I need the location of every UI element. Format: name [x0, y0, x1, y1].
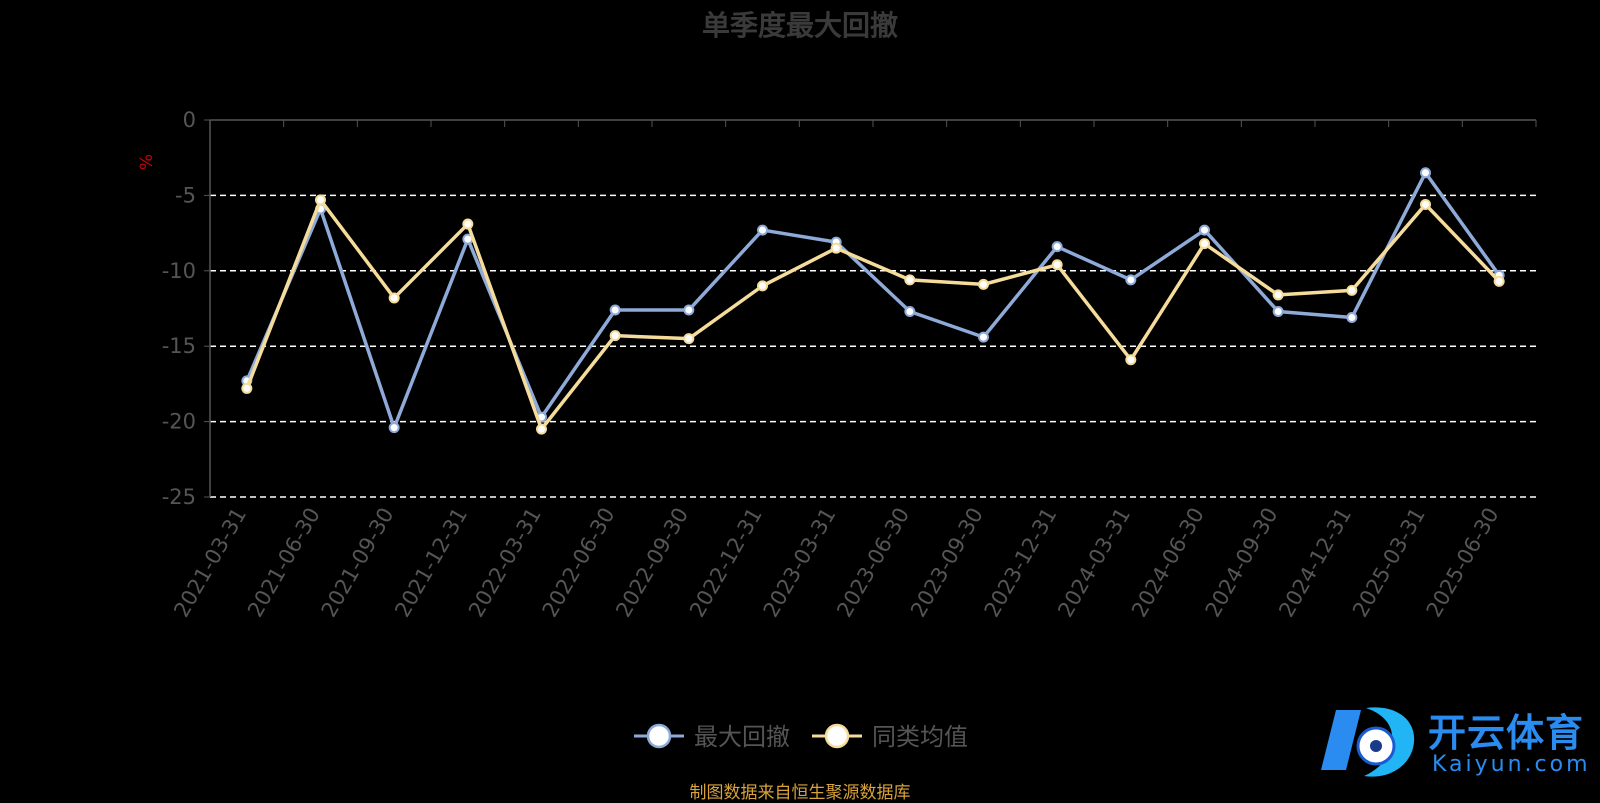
brand-url: Kaiyun.com [1432, 752, 1591, 777]
data-point [1199, 238, 1210, 250]
legend: 最大回撤 同类均值 [634, 723, 968, 751]
grid-layer [210, 194, 1536, 498]
legend-label-0: 最大回撤 [694, 723, 790, 751]
y-tick-label: -10 [162, 259, 196, 283]
legend-marker-1 [824, 723, 850, 749]
x-tick-label: 2023-03-31 [759, 504, 841, 622]
logo-mark-icon [1321, 707, 1415, 777]
data-point [1346, 312, 1358, 324]
data-point [1125, 274, 1137, 286]
x-tick-label: 2024-12-31 [1274, 504, 1356, 622]
x-tick-label: 2022-09-30 [611, 504, 693, 622]
data-point [1125, 354, 1137, 366]
y-axis-unit: % [137, 154, 157, 170]
x-tick-label: 2021-06-30 [243, 504, 325, 622]
data-point [757, 280, 768, 292]
data-point [1051, 241, 1063, 253]
x-tick-label: 2021-12-31 [390, 504, 472, 622]
data-point [462, 218, 474, 230]
series-line-1 [245, 198, 1501, 431]
data-point [241, 382, 253, 394]
data-point [609, 304, 621, 316]
y-tick-label: -5 [175, 183, 196, 207]
x-tick-label: 2022-12-31 [685, 504, 767, 622]
chart-title: 单季度最大回撤 [701, 9, 898, 42]
data-point [683, 333, 695, 345]
y-tick-label: -25 [162, 485, 196, 509]
x-tick-label: 2021-03-31 [169, 504, 251, 622]
data-point [1493, 275, 1505, 287]
x-tick-label: 2022-06-30 [538, 504, 620, 622]
legend-label-1: 同类均值 [872, 723, 968, 751]
data-point [904, 306, 916, 318]
data-point [904, 274, 916, 286]
data-point [1420, 198, 1431, 210]
x-tick-label: 2022-03-31 [464, 504, 546, 622]
series-line-0 [245, 171, 1501, 430]
legend-marker-0 [646, 723, 672, 749]
x-tick-label: 2025-06-30 [1422, 504, 1504, 622]
data-point [388, 292, 400, 304]
kaiyun-logo: 开云体育 Kaiyun.com [1316, 700, 1596, 784]
x-tick-label: 2024-06-30 [1127, 504, 1209, 622]
y-tick-label: -15 [162, 334, 196, 358]
data-source-note: 制图数据来自恒生聚源数据库 [689, 783, 911, 803]
x-tick-label: 2025-03-31 [1348, 504, 1430, 622]
axis-layer: 0-5-10-15-20-252021-03-312021-06-302021-… [137, 108, 1537, 622]
data-point [1051, 259, 1063, 271]
data-point [978, 278, 989, 290]
x-tick-label: 2023-06-30 [832, 503, 914, 621]
data-point [978, 331, 989, 343]
data-point [1420, 167, 1431, 179]
series-layer [241, 167, 1505, 435]
x-tick-label: 2024-09-30 [1201, 504, 1283, 622]
data-point [683, 304, 695, 316]
x-tick-label: 2023-09-30 [906, 504, 988, 622]
data-point [1272, 289, 1284, 301]
data-point [315, 194, 326, 206]
data-point [536, 423, 547, 435]
x-tick-label: 2021-09-30 [317, 503, 399, 621]
data-point [830, 242, 842, 254]
data-point [757, 224, 768, 236]
x-tick-label: 2024-03-31 [1053, 504, 1135, 622]
brand-name: 开云体育 [1428, 711, 1585, 755]
x-tick-label: 2023-12-31 [980, 504, 1062, 622]
y-tick-label: 0 [183, 108, 196, 132]
data-point [1346, 284, 1358, 296]
data-point [609, 330, 621, 342]
data-point [388, 422, 400, 434]
y-tick-label: -20 [162, 410, 196, 434]
data-point [1272, 306, 1284, 318]
data-point [1199, 224, 1210, 236]
